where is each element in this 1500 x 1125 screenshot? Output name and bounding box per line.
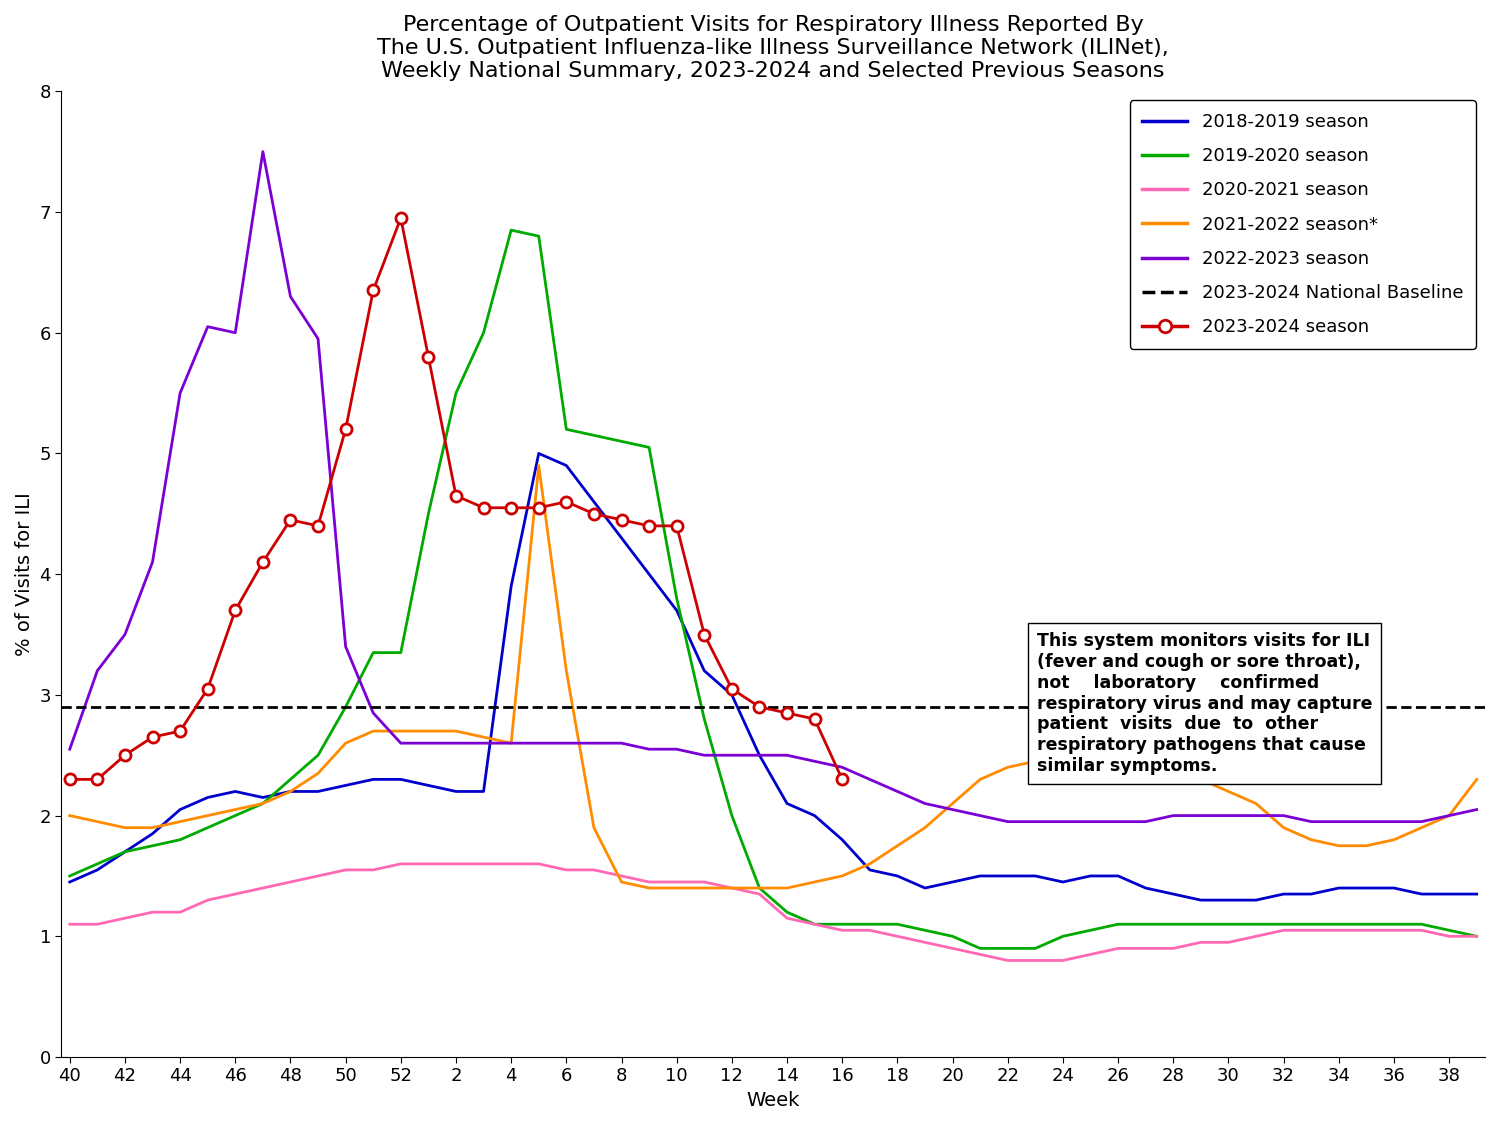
Text: This system monitors visits for ILI
(fever and cough or sore throat),
not    lab: This system monitors visits for ILI (fev…: [1036, 632, 1372, 775]
Legend: 2018-2019 season, 2019-2020 season, 2020-2021 season, 2021-2022 season*, 2022-20: 2018-2019 season, 2019-2020 season, 2020…: [1130, 100, 1476, 349]
Y-axis label: % of Visits for ILI: % of Visits for ILI: [15, 493, 34, 656]
X-axis label: Week: Week: [747, 1091, 800, 1110]
Title: Percentage of Outpatient Visits for Respiratory Illness Reported By
The U.S. Out: Percentage of Outpatient Visits for Resp…: [378, 15, 1168, 81]
